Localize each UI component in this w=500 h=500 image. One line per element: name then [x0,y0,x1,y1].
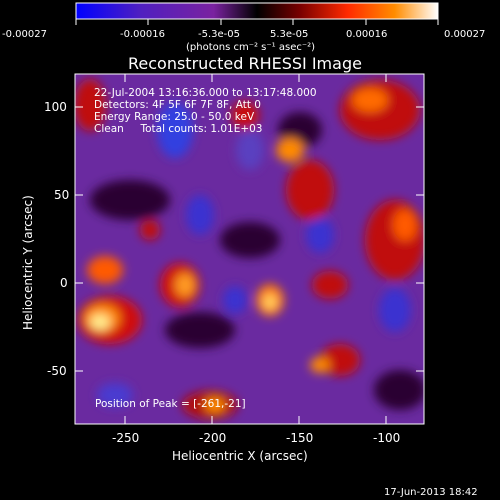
peak-position: Position of Peak = [-261,-21] [95,398,246,410]
y-tick-label: 50 [54,188,69,202]
energy-range: Energy Range: 25.0 - 50.0 keV [94,111,255,123]
colorbar-tick-label: -0.00027 [2,29,47,40]
colorbar-tick-label: -5.3e-05 [198,29,240,40]
brightness-map [75,79,424,419]
detectors-info: Detectors: 4F 5F 6F 7F 8F, Att 0 [94,99,261,111]
colorbar-tick-label: 5.3e-05 [270,29,308,40]
y-tick-label: 100 [44,100,67,114]
y-axis-label: Heliocentric Y (arcsec) [21,195,35,330]
y-tick-label: -50 [47,364,67,378]
x-tick-label: -150 [286,431,313,445]
colorbar-tick-label: -0.00016 [120,29,165,40]
footer-timestamp: 17-Jun-2013 18:42 [384,487,478,498]
clean-total-counts: Clean Total counts: 1.01E+03 [94,123,263,135]
x-tick-label: -200 [199,431,226,445]
y-tick-label: 0 [60,276,68,290]
plot-frame [74,73,425,425]
rhessi-image: 22-Jul-2004 13:16:36.000 to 13:17:48.000… [74,73,425,425]
colorbar-tick-label: 0.00016 [346,29,387,40]
x-axis-label: Heliocentric X (arcsec) [172,449,308,463]
colorbar-gradient [75,2,439,20]
x-tick-label: -250 [112,431,139,445]
colorbar-ticks [75,19,439,25]
image-title: Reconstructed RHESSI Image [128,54,362,73]
colorbar: -0.00027 -0.00016 -5.3e-05 5.3e-05 0.000… [2,2,485,53]
colorbar-unit-label: (photons cm⁻² s⁻¹ asec⁻²) [186,42,315,53]
colorbar-tick-label: 0.00027 [444,29,485,40]
observation-time: 22-Jul-2004 13:16:36.000 to 13:17:48.000 [94,87,317,99]
axis-ticks [75,74,424,424]
x-tick-label: -100 [373,431,400,445]
